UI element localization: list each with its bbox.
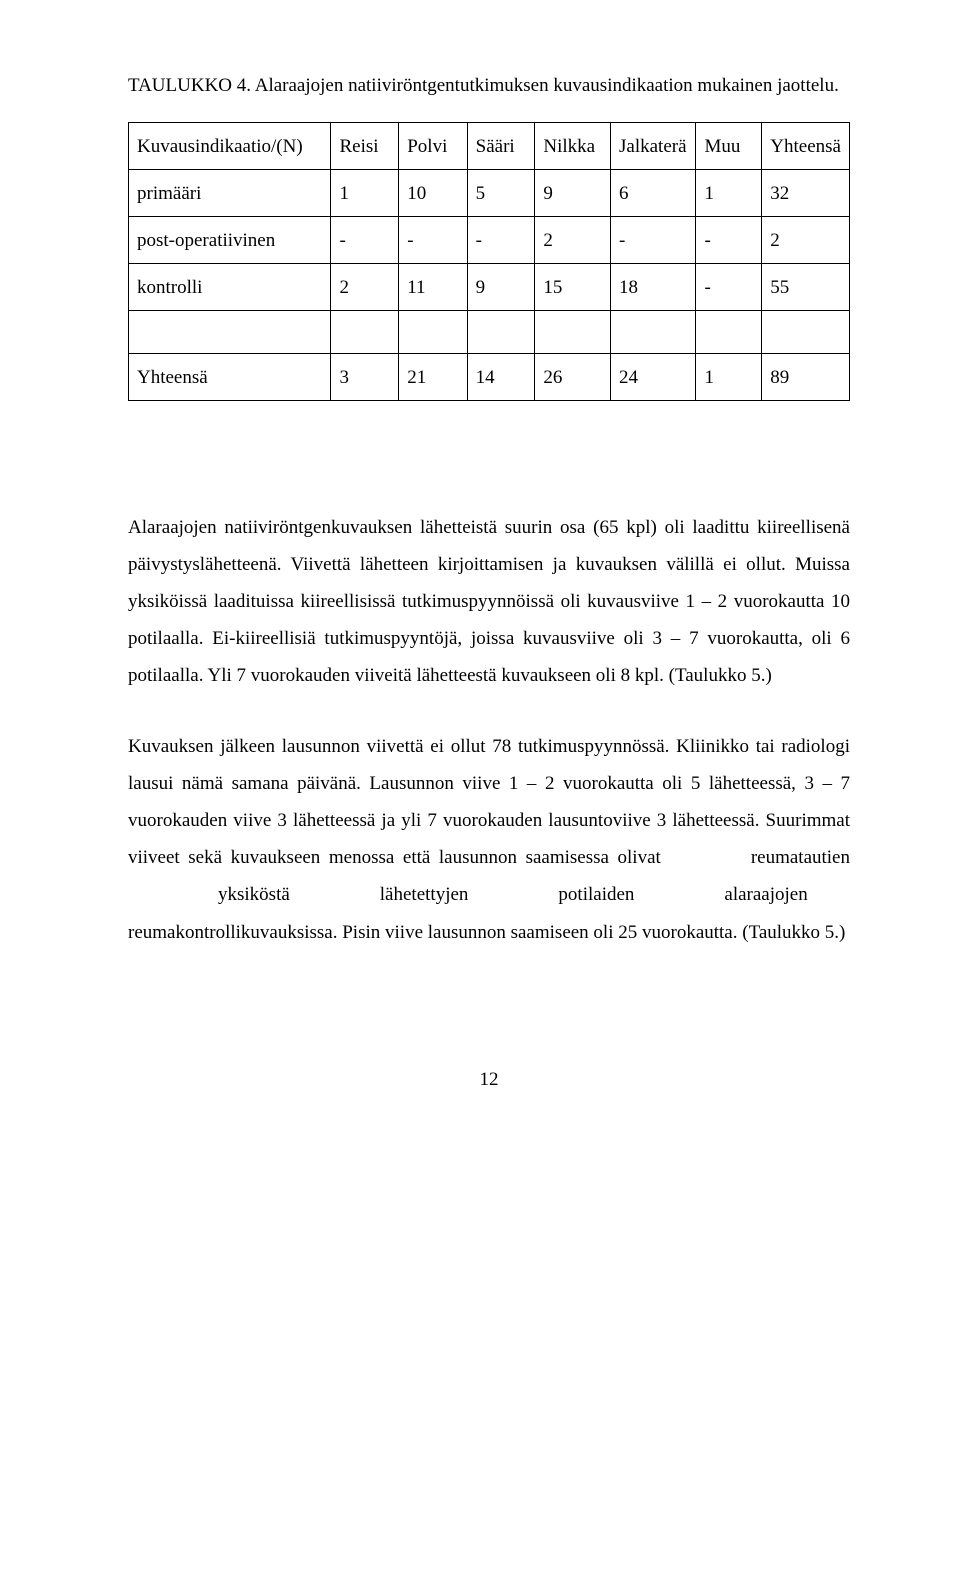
page-number: 12 <box>128 1061 850 1098</box>
col-nilkka: Nilkka <box>535 123 611 170</box>
cell: 15 <box>535 264 611 311</box>
para2-pre: Kuvauksen jälkeen lausunnon viivettä ei … <box>128 736 850 868</box>
para2-w2: reumatautien <box>751 847 850 868</box>
paragraph-1: Alaraajojen natiiviröntgenkuvauksen lähe… <box>128 509 850 694</box>
cell: 32 <box>762 170 850 217</box>
cell: 6 <box>611 170 696 217</box>
table-spacer-row <box>129 311 850 354</box>
cell: 26 <box>535 354 611 401</box>
row-label: post-operatiivinen <box>129 217 331 264</box>
col-jalkatera: Jalkaterä <box>611 123 696 170</box>
cell: - <box>467 217 535 264</box>
cell: 1 <box>696 170 762 217</box>
para2-w3: yksiköstä <box>218 884 290 905</box>
cell: 9 <box>467 264 535 311</box>
row-label: primääri <box>129 170 331 217</box>
cell: 2 <box>331 264 399 311</box>
cell: 55 <box>762 264 850 311</box>
para2-w1: olivat <box>618 847 661 868</box>
cell: 5 <box>467 170 535 217</box>
cell: 1 <box>696 354 762 401</box>
cell: 21 <box>399 354 467 401</box>
cell: - <box>696 217 762 264</box>
cell: - <box>399 217 467 264</box>
cell: 24 <box>611 354 696 401</box>
cell: - <box>611 217 696 264</box>
para2-w5: potilaiden <box>558 884 634 905</box>
table-row: kontrolli 2 11 9 15 18 - 55 <box>129 264 850 311</box>
table-rowheader: Kuvausindikaatio/(N) <box>129 123 331 170</box>
col-saari: Sääri <box>467 123 535 170</box>
cell: - <box>696 264 762 311</box>
cell: 11 <box>399 264 467 311</box>
col-reisi: Reisi <box>331 123 399 170</box>
table-row: primääri 1 10 5 9 6 1 32 <box>129 170 850 217</box>
cell: 1 <box>331 170 399 217</box>
cell: 2 <box>762 217 850 264</box>
cell: 14 <box>467 354 535 401</box>
col-yhteensa: Yhteensä <box>762 123 850 170</box>
para2-w6: alaraajojen <box>724 884 807 905</box>
cell: 18 <box>611 264 696 311</box>
table-total-row: Yhteensä 3 21 14 26 24 1 89 <box>129 354 850 401</box>
row-label: kontrolli <box>129 264 331 311</box>
cell: 2 <box>535 217 611 264</box>
cell: 10 <box>399 170 467 217</box>
col-muu: Muu <box>696 123 762 170</box>
table-4-title: TAULUKKO 4. Alaraajojen natiiviröntgentu… <box>128 67 850 104</box>
para2-post: reumakontrollikuvauksissa. Pisin viive l… <box>128 922 845 943</box>
table-row: post-operatiivinen - - - 2 - - 2 <box>129 217 850 264</box>
cell: 3 <box>331 354 399 401</box>
cell: 9 <box>535 170 611 217</box>
cell: - <box>331 217 399 264</box>
col-polvi: Polvi <box>399 123 467 170</box>
cell: 89 <box>762 354 850 401</box>
table-4: Kuvausindikaatio/(N) Reisi Polvi Sääri N… <box>128 122 850 401</box>
row-label: Yhteensä <box>129 354 331 401</box>
paragraph-2: Kuvauksen jälkeen lausunnon viivettä ei … <box>128 728 850 950</box>
para2-w4: lähetettyjen <box>380 884 469 905</box>
